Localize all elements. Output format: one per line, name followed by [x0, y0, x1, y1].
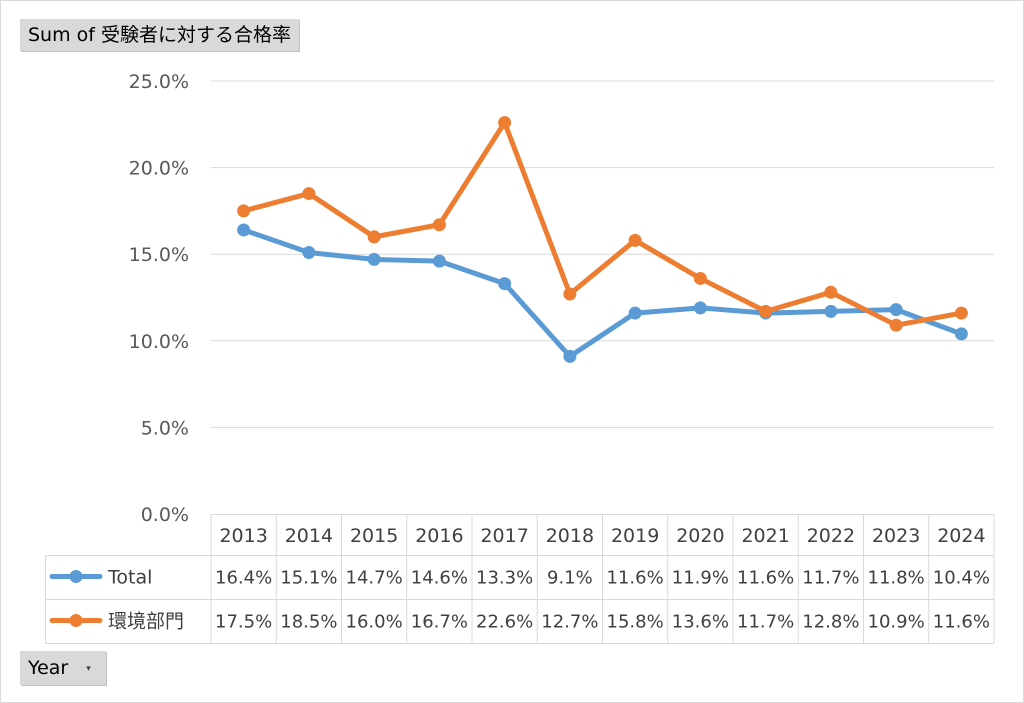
data-table-value: 11.9% [672, 568, 729, 589]
data-table: 2013 2014 2015 2016 2017 2018 2019 2020 2021 2022… [45, 514, 995, 644]
legend-series-name: 環境部門 [108, 611, 184, 633]
data-table-value: 17.5% [215, 612, 272, 633]
x-category-label: 2017 [480, 525, 528, 547]
data-table-value: 12.7% [541, 612, 598, 633]
data-table-value: 9.1% [547, 568, 593, 589]
data-table-value: 10.9% [868, 612, 925, 633]
data-table-value: 16.7% [411, 612, 468, 633]
data-table-value: 16.0% [346, 612, 403, 633]
data-table-value: 13.6% [672, 612, 729, 633]
legend-series-name: Total [107, 567, 152, 589]
data-point [367, 230, 381, 244]
x-category-label: 2016 [415, 525, 463, 547]
data-point [824, 304, 838, 318]
x-category-label: 2014 [285, 525, 333, 547]
data-point [759, 304, 773, 318]
value-field-button[interactable]: Sum of 受験者に対する合格率 [20, 19, 300, 51]
x-category-label: 2021 [741, 525, 789, 547]
chevron-down-icon[interactable]: ▾ [86, 663, 91, 674]
y-axis-tick-labels: 0.0% 5.0% 10.0% 15.0% 20.0% 25.0% [129, 71, 189, 526]
y-tick-label: 25.0% [129, 71, 189, 93]
data-table-value: 15.8% [607, 612, 664, 633]
data-point [954, 327, 968, 341]
data-point [954, 306, 968, 320]
data-point [563, 349, 577, 363]
x-category-label: 2018 [546, 525, 594, 547]
x-category-label: 2024 [937, 525, 985, 547]
data-point [432, 254, 446, 268]
y-tick-label: 5.0% [141, 417, 189, 439]
data-table-value: 10.4% [933, 568, 990, 589]
data-point [237, 223, 251, 237]
legend-key-marker [69, 570, 83, 583]
data-point [628, 306, 642, 320]
data-table-value: 18.5% [280, 612, 337, 633]
data-point [693, 301, 707, 315]
year-field-label: Year [28, 657, 69, 679]
data-table-value: 11.8% [868, 568, 925, 589]
data-table-value: 13.3% [476, 568, 533, 589]
x-category-label: 2013 [219, 525, 267, 547]
data-point [824, 285, 838, 299]
data-point [498, 116, 512, 130]
data-point [498, 277, 512, 291]
data-point [889, 303, 903, 317]
data-table-value: 11.6% [933, 612, 990, 633]
series-lines [237, 116, 968, 363]
data-table-value: 16.4% [215, 568, 272, 589]
series-line [241, 120, 964, 328]
y-tick-label: 0.0% [141, 504, 189, 526]
data-table-value: 11.6% [607, 568, 664, 589]
x-category-label: 2023 [872, 525, 920, 547]
year-field-button[interactable]: Year ▾ [20, 651, 106, 685]
data-table-value: 15.1% [280, 568, 337, 589]
x-category-label: 2020 [676, 525, 724, 547]
data-point [889, 318, 903, 332]
y-tick-label: 15.0% [129, 244, 189, 266]
x-category-label: 2022 [807, 525, 855, 547]
data-table-value: 14.6% [411, 568, 468, 589]
data-point [628, 233, 642, 247]
data-table-value: 11.7% [737, 612, 794, 633]
data-point [302, 245, 316, 259]
data-table-value: 12.8% [802, 612, 859, 633]
data-table-value: 11.6% [737, 568, 794, 589]
data-point [302, 187, 316, 201]
data-point [432, 218, 446, 232]
x-category-label: 2015 [350, 525, 398, 547]
y-tick-label: 20.0% [129, 158, 189, 180]
data-table-value: 22.6% [476, 612, 533, 633]
data-table-value: 11.7% [802, 568, 859, 589]
data-point [367, 252, 381, 266]
data-point [563, 287, 577, 301]
series-line [241, 227, 964, 359]
legend-key-marker [69, 614, 83, 627]
data-point [693, 271, 707, 285]
x-category-label: 2019 [611, 525, 659, 547]
data-table-value: 14.7% [346, 568, 403, 589]
data-point [237, 204, 251, 218]
y-tick-label: 10.0% [129, 331, 189, 353]
